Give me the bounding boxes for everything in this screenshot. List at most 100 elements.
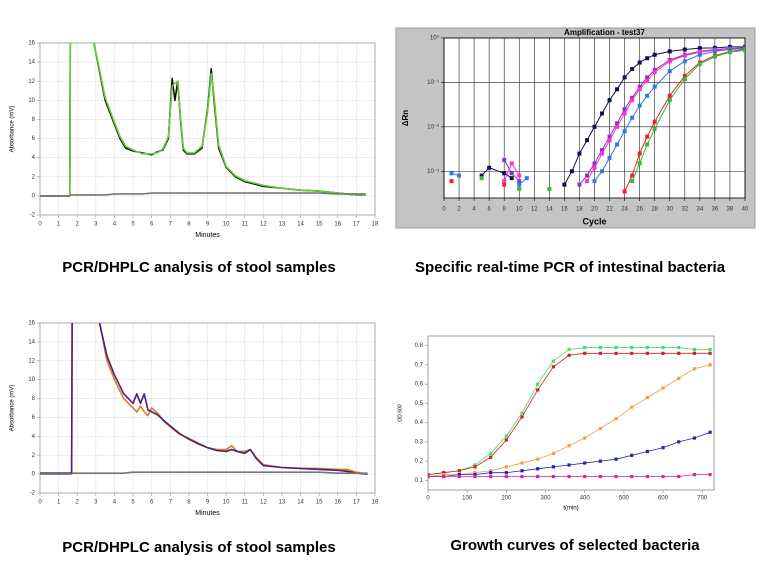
x-tick-label: 300 — [541, 496, 552, 502]
y-tick-label: 16 — [28, 321, 35, 327]
marker — [536, 467, 540, 471]
marker — [652, 52, 657, 57]
marker — [473, 463, 477, 467]
y-tick-label: 0.6 — [415, 382, 424, 388]
marker — [727, 50, 732, 55]
marker — [667, 93, 672, 98]
marker — [637, 87, 642, 92]
marker — [645, 449, 649, 454]
marker — [520, 415, 524, 419]
marker — [536, 474, 540, 479]
x-tick-label: 200 — [501, 496, 512, 502]
marker — [667, 49, 672, 54]
marker — [615, 87, 620, 92]
x-tick-label: 600 — [658, 496, 669, 502]
marker — [502, 171, 507, 176]
marker — [614, 345, 618, 350]
x-tick-label: 2 — [76, 500, 80, 506]
x-tick-label: 700 — [697, 496, 708, 502]
marker — [667, 59, 672, 64]
marker — [584, 138, 589, 143]
marker — [567, 463, 571, 467]
series-line — [631, 49, 745, 182]
x-tick-label: 4 — [113, 500, 117, 506]
x-axis-label: Minutes — [195, 510, 220, 517]
marker — [489, 451, 493, 456]
marker — [473, 473, 477, 477]
x-axis-label: Minutes — [195, 232, 220, 239]
x-tick-label: 6 — [487, 207, 491, 213]
caption: PCR/DHPLC analysis of stool samples — [62, 259, 335, 276]
marker — [473, 465, 477, 469]
x-axis-label: t(min) — [563, 506, 578, 512]
marker — [614, 417, 618, 421]
y-tick-label: 8 — [32, 396, 36, 402]
y-tick-label: 0.1 — [415, 478, 424, 484]
marker — [630, 173, 635, 178]
marker — [600, 151, 605, 156]
series-line — [428, 347, 711, 475]
marker — [645, 134, 650, 139]
marker — [697, 52, 702, 57]
marker — [607, 155, 612, 160]
marker — [457, 469, 461, 473]
marker — [712, 54, 717, 59]
x-tick-label: 17 — [353, 222, 360, 228]
x-tick-label: 12 — [260, 222, 267, 228]
x-tick-label: 2 — [76, 222, 80, 228]
x-tick-label: 8 — [187, 500, 191, 506]
x-tick-label: 6 — [150, 500, 154, 506]
series-line — [40, 323, 368, 475]
marker — [607, 98, 612, 103]
marker — [645, 78, 650, 83]
marker — [637, 161, 642, 166]
x-tick-label: 5 — [131, 500, 135, 506]
marker — [692, 436, 697, 440]
marker — [637, 151, 642, 156]
marker — [449, 179, 454, 184]
marker — [615, 142, 620, 147]
marker — [502, 182, 507, 187]
marker — [457, 473, 461, 477]
marker — [569, 169, 574, 174]
y-tick-label: 14 — [28, 339, 35, 345]
x-tick-label: 15 — [316, 500, 323, 506]
x-tick-label: 1 — [57, 500, 61, 506]
x-tick-label: 10 — [223, 500, 230, 506]
marker — [630, 98, 635, 103]
x-tick-label: 9 — [206, 500, 210, 506]
marker — [682, 59, 687, 64]
y-tick-label: 0.3 — [415, 439, 424, 445]
marker — [630, 345, 634, 350]
x-tick-label: 11 — [242, 500, 249, 506]
marker — [637, 103, 642, 108]
marker — [479, 176, 484, 181]
y-tick-label: 6 — [32, 415, 36, 421]
marker — [442, 474, 446, 479]
marker — [517, 186, 522, 191]
axes-frame — [39, 42, 376, 216]
y-tick-label: 0.5 — [415, 401, 424, 407]
marker — [517, 173, 522, 178]
marker — [536, 457, 540, 461]
x-tick-label: 3 — [94, 222, 98, 228]
marker — [457, 474, 461, 479]
marker — [645, 351, 649, 355]
y-tick-label: 14 — [28, 60, 35, 66]
marker — [682, 76, 687, 81]
y-tick-label: 10⁻¹ — [427, 80, 439, 86]
marker — [708, 363, 712, 367]
marker — [504, 434, 508, 438]
marker — [645, 75, 650, 80]
y-tick-label: 10⁰ — [430, 35, 440, 42]
x-tick-label: 1 — [57, 222, 61, 228]
axes-frame — [443, 37, 746, 199]
x-tick-label: 34 — [697, 207, 704, 213]
marker — [520, 474, 524, 479]
marker — [743, 48, 745, 53]
x-tick-label: 15 — [316, 222, 323, 228]
x-tick-label: 28 — [651, 207, 658, 213]
marker — [577, 151, 582, 156]
x-tick-label: 7 — [169, 222, 173, 228]
marker — [652, 119, 657, 124]
